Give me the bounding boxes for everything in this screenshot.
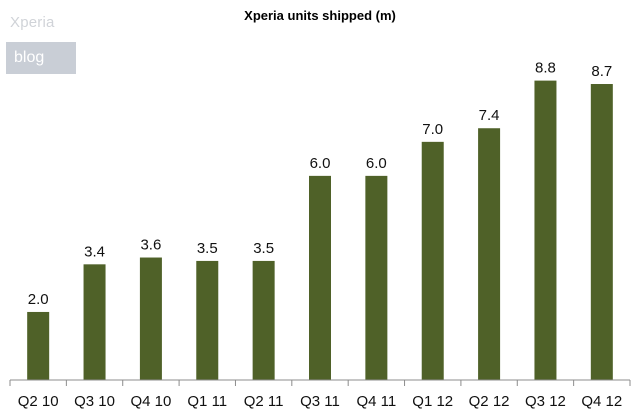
x-tick-label: Q1 12: [412, 393, 453, 410]
x-axis-tick-labels-group: Q2 10 Q3 10 Q4 10 Q1 11 Q2 11 Q3 11 Q4 11 Q1 12…: [18, 393, 623, 410]
bar-q1-12: [421, 141, 444, 380]
x-tick-label: Q3 11: [300, 393, 340, 410]
bar-q4-11: [365, 175, 388, 380]
bar-value-label: 7.0: [422, 121, 443, 138]
bars-group: [27, 80, 613, 381]
bar-q3-10: [83, 264, 106, 380]
bar-q3-12: [534, 80, 557, 380]
blog-watermark: Xperia blog: [6, 8, 76, 74]
bar-q2-12: [478, 128, 501, 380]
x-axis-ticks-group: [9, 380, 631, 386]
bar-q2-11: [252, 260, 275, 380]
x-tick-label: Q2 12: [469, 393, 510, 410]
bar-q1-11: [196, 260, 219, 380]
chart-title: Xperia units shipped (m): [244, 8, 396, 23]
bar-q4-12: [590, 84, 613, 381]
bar-value-label: 6.0: [366, 155, 387, 172]
bar-value-label: 3.6: [140, 237, 161, 254]
bar-q4-10: [139, 257, 162, 380]
x-tick-label: Q4 11: [356, 393, 396, 410]
x-tick-label: Q3 10: [74, 393, 115, 410]
x-tick-label: Q2 11: [244, 393, 284, 410]
bar-value-label: 3.5: [197, 240, 218, 257]
watermark-title: Xperia: [10, 14, 55, 31]
bar-value-label: 3.5: [253, 240, 274, 257]
bar-value-label: 2.0: [28, 291, 49, 308]
bar-labels-group: 2.0 3.4 3.6 3.5 3.5 6.0 6.0 7.0 7.4 8.8 8.7: [28, 60, 612, 308]
x-tick-label: Q4 12: [581, 393, 622, 410]
bar-value-label: 7.4: [479, 107, 500, 124]
bar-value-label: 8.8: [535, 60, 556, 77]
x-tick-label: Q1 11: [187, 393, 227, 410]
bar-q3-11: [309, 175, 331, 380]
bar-value-label: 8.7: [591, 63, 612, 80]
bar-value-label: 3.4: [84, 243, 105, 260]
bar-q2-10: [27, 311, 50, 380]
x-tick-label: Q2 10: [18, 393, 59, 410]
x-tick-label: Q4 10: [130, 393, 171, 410]
x-tick-label: Q3 12: [525, 393, 566, 410]
bar-value-label: 6.0: [310, 155, 331, 172]
watermark-badge: blog: [6, 42, 76, 74]
